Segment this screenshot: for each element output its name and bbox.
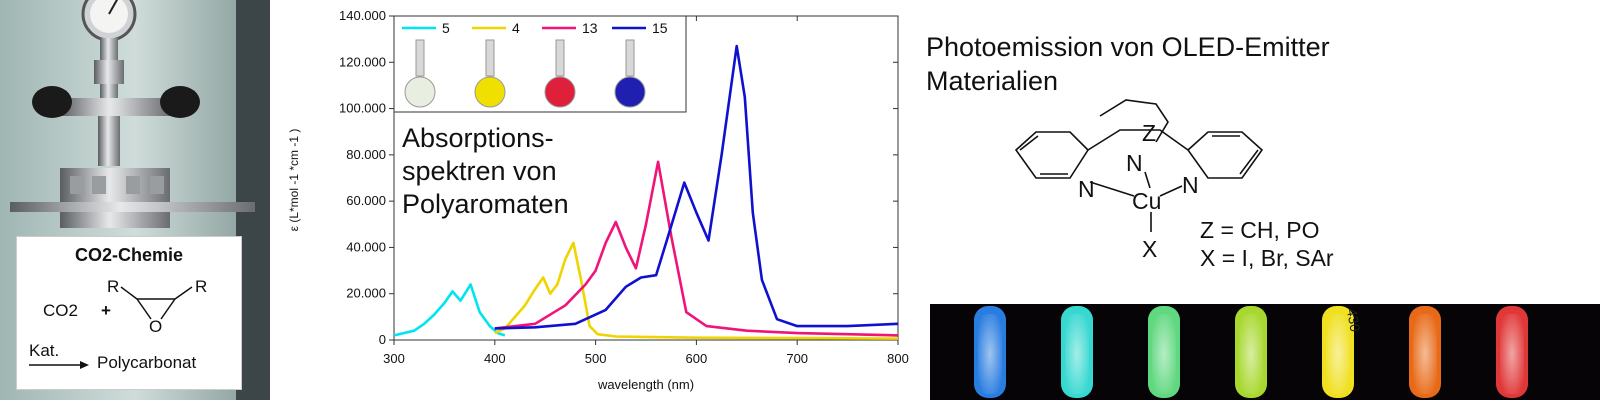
legend-vial-flask bbox=[404, 76, 436, 108]
series-line-5 bbox=[393, 283, 506, 337]
y-tick-label: 120.000 bbox=[339, 54, 386, 69]
plus-sign: + bbox=[101, 301, 111, 320]
epoxide-structure bbox=[29, 286, 193, 369]
x-tick-label: 500 bbox=[585, 351, 607, 366]
oled-title: Photoemission von OLED-Emitter Materiali… bbox=[926, 32, 1330, 96]
legend-vial-neck bbox=[485, 39, 495, 77]
y-tick-label: 40.000 bbox=[346, 239, 386, 254]
atom-n-center: N bbox=[1126, 150, 1143, 176]
y-tick-label: 100.000 bbox=[339, 101, 386, 116]
x-axis-label: wavelength (nm) bbox=[597, 377, 694, 392]
emission-vials bbox=[974, 306, 1528, 398]
legend-vial-neck bbox=[625, 39, 635, 77]
legend-vial-neck bbox=[555, 39, 565, 77]
vial-highlight bbox=[1065, 314, 1089, 394]
legend-vial-flask bbox=[614, 76, 646, 108]
x-tick-label: 700 bbox=[786, 351, 808, 366]
definition-x: X = I, Br, SAr bbox=[1200, 245, 1334, 271]
vial-highlight bbox=[1152, 314, 1176, 394]
legend-vial-flask bbox=[474, 76, 506, 108]
legend-vial-flask bbox=[544, 76, 576, 108]
oled-panel: Photoemission von OLED-Emitter Materiali… bbox=[920, 0, 1600, 400]
x-tick-label: 600 bbox=[686, 351, 708, 366]
atom-cu: Cu bbox=[1132, 188, 1162, 214]
y-tick-label: 140.000 bbox=[339, 8, 386, 23]
x-tick-label: 800 bbox=[887, 351, 909, 366]
legend-label-5: 5 bbox=[442, 20, 450, 36]
co2-card-title: CO2-Chemie bbox=[74, 245, 184, 265]
absorption-chart-panel: 300 400 500 600 700 800 0 20.000 40.000 60.000 80.… bbox=[270, 0, 920, 400]
oled-emission-photo: 430 bbox=[930, 304, 1600, 400]
substituent-r-right: R bbox=[195, 277, 208, 296]
series-line-13 bbox=[494, 160, 899, 337]
x-tick-label: 400 bbox=[484, 351, 506, 366]
vial-highlight bbox=[1500, 314, 1524, 394]
absorption-chart: 300 400 500 600 700 800 0 20.000 40.000 60.000 80.… bbox=[287, 8, 909, 392]
y-tick-label: 20.000 bbox=[346, 286, 386, 301]
legend-label-15: 15 bbox=[652, 20, 668, 36]
atom-n-right: N bbox=[1182, 172, 1199, 198]
vial-highlight bbox=[1239, 314, 1263, 394]
atom-x: X bbox=[1142, 236, 1158, 262]
series-line-4 bbox=[494, 241, 899, 340]
co2-reactant: CO2 bbox=[43, 301, 78, 320]
y-tick-label: 60.000 bbox=[346, 193, 386, 208]
cu-complex-structure bbox=[1014, 99, 1264, 232]
y-tick-label: 0 bbox=[379, 332, 386, 347]
definition-z: Z = CH, PO bbox=[1200, 217, 1320, 243]
vial-highlight bbox=[978, 314, 1002, 394]
legend-label-4: 4 bbox=[512, 20, 520, 36]
series-line-15 bbox=[494, 44, 899, 330]
reactor-photo-panel: CO2-Chemie CO2 + R R O Kat. Polycarbonat bbox=[0, 0, 270, 400]
x-tick-label: 300 bbox=[383, 351, 405, 366]
co2-chemistry-card: CO2-Chemie CO2 + R R O Kat. Polycarbonat bbox=[16, 236, 242, 390]
legend-label-13: 13 bbox=[582, 20, 598, 36]
product-label: Polycarbonat bbox=[97, 353, 197, 372]
vial-highlight bbox=[1413, 314, 1437, 394]
atom-z: Z bbox=[1142, 120, 1157, 146]
absorption-caption: Absorptions-spektren von Polyaromaten bbox=[402, 123, 569, 219]
atom-n-left: N bbox=[1078, 176, 1095, 202]
substituent-definitions: Z = CH, PO X = I, Br, SAr bbox=[1200, 216, 1334, 272]
y-axis-label: ε (L*mol -1 *cm -1 ) bbox=[287, 129, 301, 232]
legend-vial-neck bbox=[415, 39, 425, 77]
catalyst-label: Kat. bbox=[29, 341, 60, 360]
vial-highlight bbox=[1326, 314, 1350, 394]
substituent-r-left: R bbox=[107, 277, 120, 296]
epoxide-oxygen: O bbox=[149, 317, 163, 336]
y-tick-label: 80.000 bbox=[346, 147, 386, 162]
